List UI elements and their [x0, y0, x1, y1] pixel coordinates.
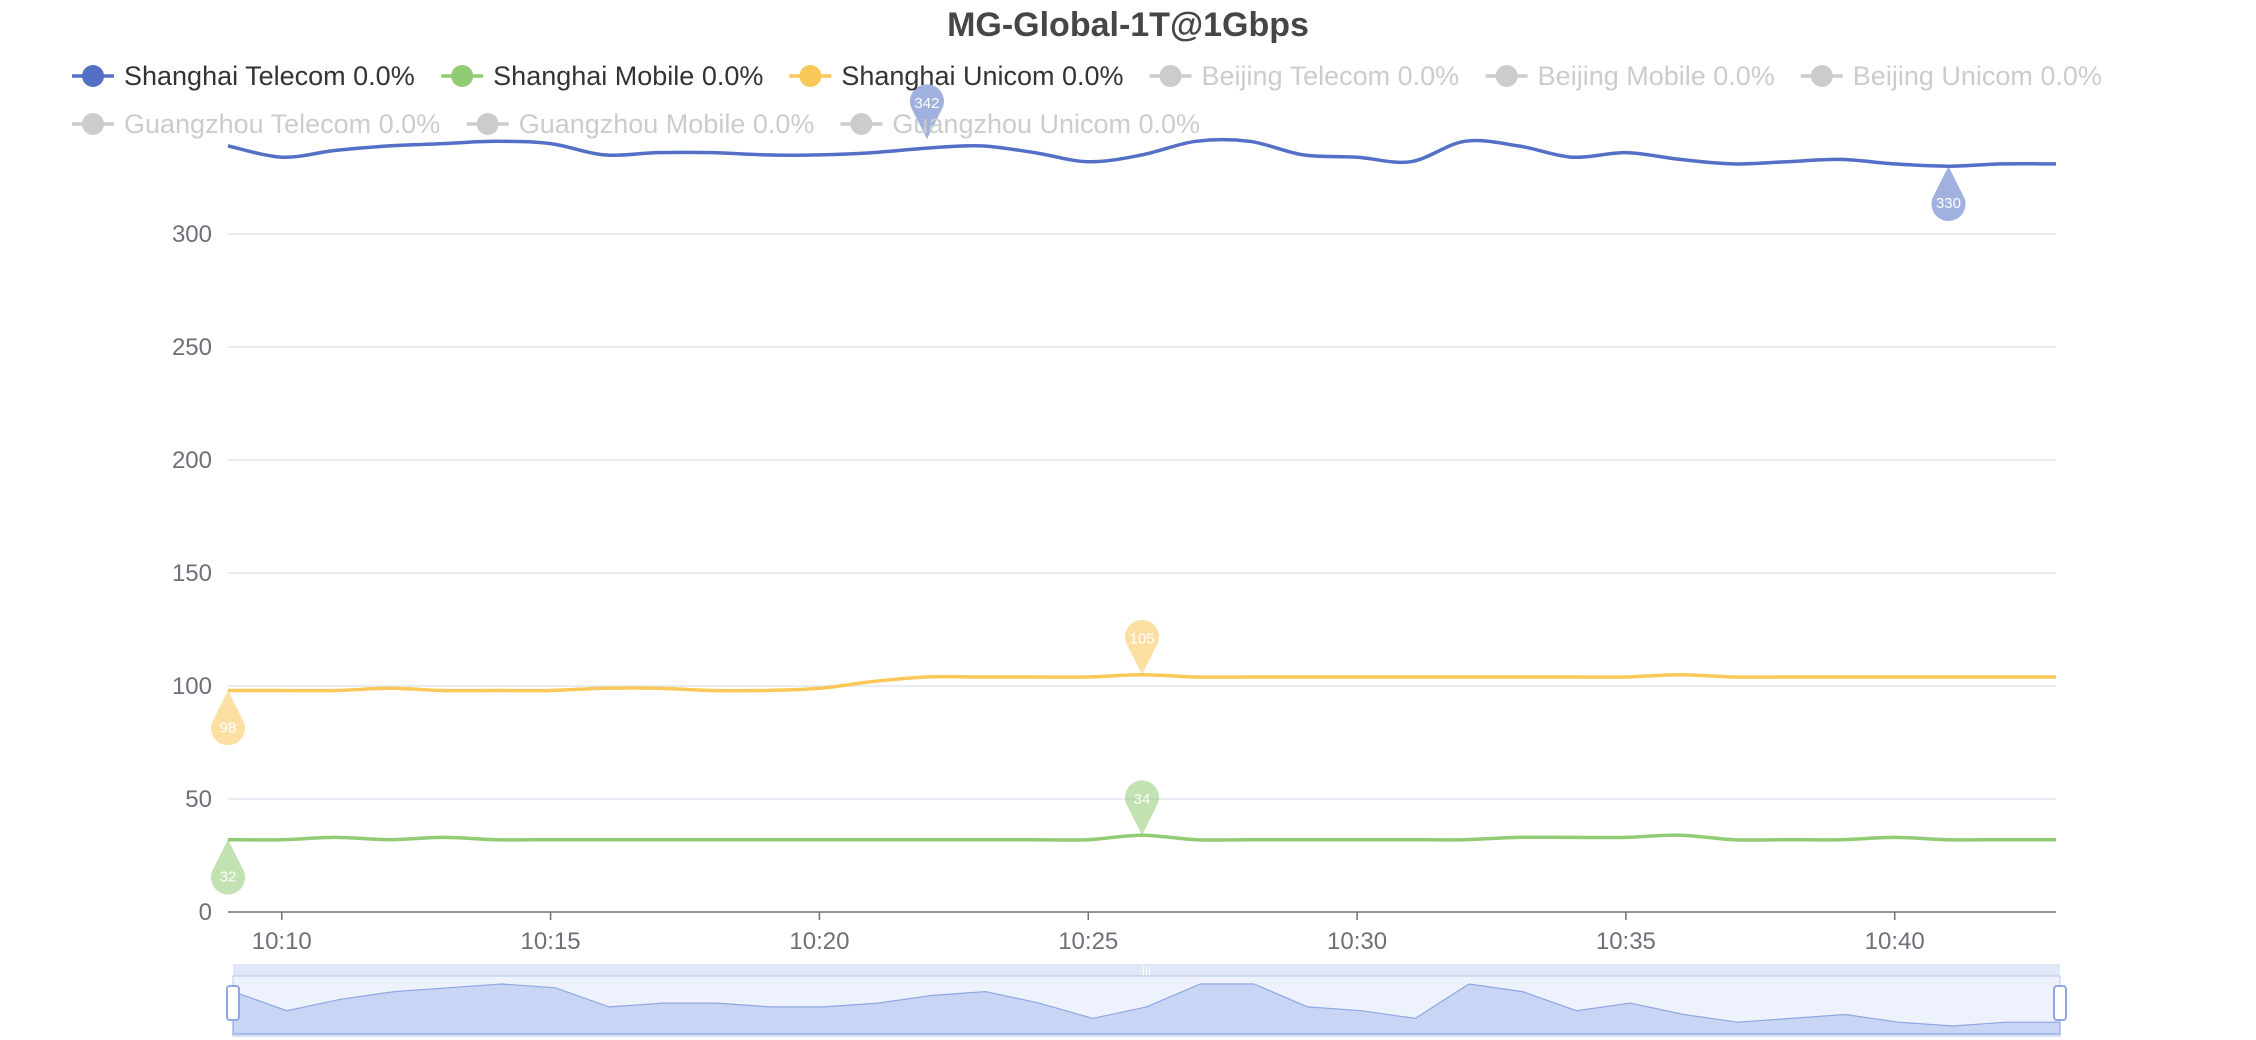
marker-pin-shape: [1124, 619, 1159, 675]
marker-pin-shape: [1931, 166, 1966, 221]
marker-pin-shape: [1124, 780, 1159, 836]
y-tick-label: 50: [185, 786, 212, 813]
y-tick-label: 100: [172, 673, 212, 700]
legend-item-shanghai-mobile[interactable]: Shanghai Mobile 0.0%: [441, 61, 763, 91]
legend-dot-icon: [1159, 65, 1182, 87]
series-markers: 342 330 34 32 105 98: [210, 84, 1966, 895]
marker-pin-shape: [210, 839, 246, 895]
x-tick-label: 10:10: [252, 928, 312, 955]
x-tick-label: 10:20: [789, 928, 849, 955]
legend-item-guangzhou-telecom[interactable]: Guangzhou Telecom 0.0%: [72, 109, 440, 139]
marker-pin-shanghai-telecom: 342: [909, 84, 944, 140]
legend-dot-icon: [82, 65, 104, 87]
marker-pin-label: 32: [220, 869, 237, 886]
legend-item-shanghai-unicom[interactable]: Shanghai Unicom 0.0%: [789, 61, 1124, 91]
series-line-shanghai-unicom[interactable]: [228, 672, 2056, 693]
marker-pin-shanghai-unicom: 98: [210, 690, 246, 746]
x-tick-label: 10:35: [1596, 928, 1656, 955]
legend-item-shanghai-telecom[interactable]: Shanghai Telecom 0.0%: [72, 61, 415, 91]
legend-dot-icon: [1810, 65, 1833, 87]
zoom-preview-area: [232, 983, 2061, 1035]
zoom-right-handle[interactable]: [2053, 985, 2067, 1021]
marker-pin-label: 34: [1134, 791, 1151, 808]
legend-item-beijing-mobile[interactable]: Beijing Mobile 0.0%: [1485, 61, 1775, 91]
zoom-left-handle[interactable]: [226, 985, 240, 1021]
y-tick-label: 300: [172, 221, 212, 248]
marker-pin-shanghai-mobile: 32: [210, 839, 246, 895]
x-tick-label: 10:30: [1327, 928, 1387, 955]
x-tick-label: 10:15: [521, 928, 581, 955]
legend-label: Beijing Mobile 0.0%: [1538, 61, 1775, 91]
grid-lines: [228, 233, 2056, 800]
legend: Shanghai Telecom 0.0% Shanghai Mobile 0.0…: [72, 61, 2102, 139]
legend-label: Beijing Telecom 0.0%: [1202, 61, 1460, 91]
legend-item-beijing-telecom[interactable]: Beijing Telecom 0.0%: [1149, 61, 1460, 91]
marker-pin-label: 342: [914, 95, 939, 112]
marker-pin-shanghai-unicom: 105: [1124, 619, 1159, 675]
zoom-grip-icon[interactable]: |||: [1142, 964, 1151, 978]
legend-item-beijing-unicom[interactable]: Beijing Unicom 0.0%: [1800, 61, 2102, 91]
legend-dot-icon: [82, 113, 104, 135]
y-tick-label: 250: [172, 334, 212, 361]
series-line-shanghai-telecom[interactable]: [227, 137, 2057, 168]
legend-dot-icon: [799, 65, 822, 87]
legend-dot-icon: [476, 113, 499, 135]
legend-dot-icon: [1495, 65, 1518, 87]
x-tick-label: 10:25: [1058, 928, 1118, 955]
y-axis: 0 50 100 150 200 250 300: [172, 221, 212, 926]
x-axis: 10:10 10:15 10:20 10:25 10:30 10:35 10:40: [228, 911, 2056, 955]
legend-item-guangzhou-mobile[interactable]: Guangzhou Mobile 0.0%: [466, 109, 815, 139]
legend-label: Guangzhou Unicom 0.0%: [892, 109, 1200, 139]
data-zoom-slider[interactable]: |||: [226, 964, 2067, 1037]
chart-title: MG-Global-1T@1Gbps: [947, 6, 1309, 44]
legend-label: Shanghai Mobile 0.0%: [493, 61, 763, 91]
zoom-top-bar[interactable]: [233, 964, 2060, 976]
y-tick-label: 0: [199, 899, 212, 926]
marker-pin-label: 105: [1129, 631, 1154, 648]
marker-pin-shape: [909, 84, 944, 140]
marker-pin-shanghai-telecom: 330: [1931, 166, 1966, 221]
legend-dot-icon: [850, 113, 873, 135]
marker-pin-shape: [210, 690, 246, 746]
legend-dot-icon: [451, 65, 474, 87]
marker-pin-shanghai-mobile: 34: [1124, 780, 1159, 836]
marker-pin-label: 98: [220, 720, 237, 737]
y-tick-label: 150: [172, 560, 212, 587]
series-lines: [227, 137, 2057, 842]
legend-label: Guangzhou Telecom 0.0%: [124, 109, 440, 139]
legend-label: Guangzhou Mobile 0.0%: [519, 109, 815, 139]
x-tick-label: 10:40: [1865, 928, 1925, 955]
y-tick-label: 200: [172, 447, 212, 474]
legend-label: Shanghai Unicom 0.0%: [841, 61, 1123, 91]
legend-label: Beijing Unicom 0.0%: [1853, 61, 2102, 91]
legend-item-guangzhou-unicom[interactable]: Guangzhou Unicom 0.0%: [840, 109, 1200, 139]
marker-pin-label: 330: [1936, 195, 1961, 212]
series-line-shanghai-mobile[interactable]: [227, 833, 2056, 842]
legend-label: Shanghai Telecom 0.0%: [124, 61, 415, 91]
